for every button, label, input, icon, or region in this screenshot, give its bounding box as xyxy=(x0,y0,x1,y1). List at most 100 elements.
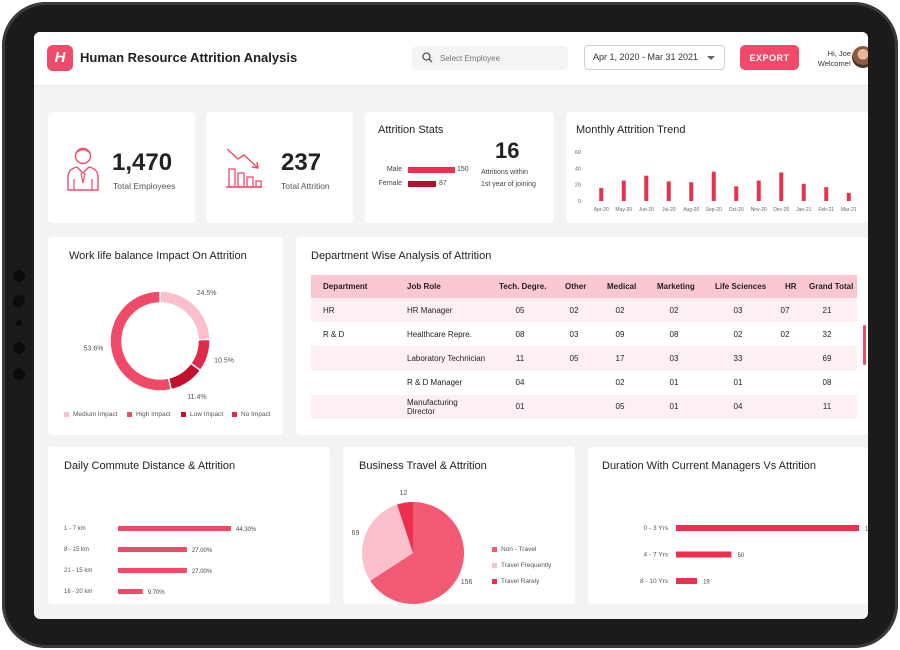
bar-category-label: 0 - 3 Yrs xyxy=(644,525,669,532)
table-cell: 21 xyxy=(797,298,857,323)
table-cell: 05 xyxy=(595,394,645,419)
date-range-value: Apr 1, 2020 - Mar 31 2021 xyxy=(593,52,699,62)
legend-non-travel: Non - Travel xyxy=(492,546,536,553)
total-attrition-value: 237 xyxy=(281,149,322,176)
search-icon xyxy=(422,52,433,63)
work-life-donut-chart: 24.5% 10.5% 11.4% 53.6% xyxy=(83,290,234,401)
commute-bar xyxy=(118,568,187,573)
trend-bar xyxy=(824,187,829,201)
trend-bar xyxy=(711,171,716,201)
table-cell: 69 xyxy=(797,346,857,371)
col-other[interactable]: Other xyxy=(553,275,595,298)
female-value: 87 xyxy=(439,180,447,187)
table-row[interactable]: R & D Healthcare Repre. 08 03 09 08 02 02 32 xyxy=(311,322,857,346)
table-row[interactable]: HR HR Manager 05 02 02 02 03 07 21 xyxy=(311,298,857,323)
total-attrition-card: 237 Total Attrition xyxy=(206,112,353,223)
commute-bar-chart: 1 - 7 km 44.30% 8 - 15 km 27.00% 21 - 15 km 2… xyxy=(64,526,257,596)
legend-travel-rarely: Travel Rarely xyxy=(492,578,539,585)
bar-category-label: 8 - 10 Yrs xyxy=(640,578,669,585)
hardware-button xyxy=(13,295,25,307)
monthly-trend-title: Monthly Attrition Trend xyxy=(576,124,686,136)
commute-bar xyxy=(118,589,143,594)
export-button[interactable]: EXPORT xyxy=(740,45,799,70)
col-life-sciences[interactable]: Life Sciences xyxy=(703,275,773,298)
employee-search[interactable] xyxy=(412,46,568,70)
app-logo: H xyxy=(47,45,73,71)
table-scrollbar[interactable] xyxy=(863,325,866,365)
managers-bar xyxy=(676,525,859,531)
col-medical[interactable]: Medical xyxy=(595,275,645,298)
bar-category-label: 8 - 15 km xyxy=(64,547,89,553)
donut-slice xyxy=(167,362,202,391)
greeting-welcome: Welcome! xyxy=(817,59,851,68)
table-cell: 11 xyxy=(797,394,857,419)
legend-travel-frequently: Travel Frequently xyxy=(492,562,551,569)
col-tech-degree[interactable]: Tech. Degre. xyxy=(487,275,553,298)
table-cell: 04 xyxy=(703,394,773,419)
x-tick-label: Apr-20 xyxy=(594,207,609,213)
x-tick-label: Jan-21 xyxy=(796,207,812,213)
male-label: Male xyxy=(386,166,402,173)
commute-bar xyxy=(118,526,231,531)
table-cell: 33 xyxy=(703,346,773,371)
monthly-trend-chart: 0 20 40 60 Apr-20 May-20 Jun-20 Jul-20 Aug-20 Sep… xyxy=(575,150,857,213)
col-job-role[interactable]: Job Role xyxy=(395,275,487,298)
table-cell: 02 xyxy=(645,298,703,323)
x-tick-label: Dec-20 xyxy=(773,207,789,213)
user-greeting: Hi, Joe Welcome! xyxy=(806,49,851,69)
hardware-button xyxy=(13,270,25,282)
managers-card: Duration With Current Managers Vs Attrit… xyxy=(588,447,868,604)
table-cell: 05 xyxy=(487,298,553,323)
app-title: Human Resource Attrition Analysis xyxy=(80,50,298,65)
legend-low-impact: Low Impact xyxy=(181,411,223,418)
search-input[interactable] xyxy=(440,50,560,66)
monthly-trend-card: Monthly Attrition Trend 0 20 40 60 Apr-20 May… xyxy=(566,112,868,223)
trend-bar xyxy=(779,172,784,201)
date-range-select[interactable]: Apr 1, 2020 - Mar 31 2021 xyxy=(584,45,725,70)
donut-value-label: 10.5% xyxy=(214,358,234,365)
table-row[interactable]: Manufacturing Director 01 05 01 04 11 xyxy=(311,394,857,419)
table-cell xyxy=(773,394,797,419)
legend-medium-impact: Medium Impact xyxy=(64,411,117,418)
col-hr[interactable]: HR xyxy=(773,275,797,298)
table-row[interactable]: R & D Manager 04 02 01 01 08 xyxy=(311,371,857,395)
pie-slice xyxy=(397,502,413,553)
table-cell: 03 xyxy=(703,298,773,323)
table-cell: Healthcare Repre. xyxy=(407,329,472,339)
table-cell: R & D Manager xyxy=(407,378,463,388)
legend-no-impact: No Impact xyxy=(232,411,271,418)
table-cell: 01 xyxy=(733,378,743,388)
table-cell: 01 xyxy=(487,394,553,419)
col-department[interactable]: Department xyxy=(311,275,395,298)
first-year-attrition-value: 16 xyxy=(495,138,520,163)
trend-bar xyxy=(644,175,649,201)
pie-value-label: 69 xyxy=(352,530,360,537)
managers-bar xyxy=(676,578,698,584)
donut-value-label: 11.4% xyxy=(187,394,206,401)
greeting-name: Hi, Joe xyxy=(827,49,851,58)
declining-chart-icon xyxy=(226,148,262,188)
table-cell: 08 xyxy=(515,329,525,339)
table-cell: HR Manager xyxy=(395,298,487,323)
col-marketing[interactable]: Marketing xyxy=(645,275,703,298)
pie-slice xyxy=(362,504,413,581)
x-tick-label: Aug-20 xyxy=(683,207,699,213)
bar-category-label: 4 - 7 Yrs xyxy=(644,552,669,559)
pie-value-label: 156 xyxy=(461,579,473,586)
attrition-stats-title: Attrition Stats xyxy=(378,124,444,136)
trend-bar xyxy=(734,186,739,201)
avatar[interactable] xyxy=(852,46,868,68)
camera xyxy=(16,320,22,326)
travel-pie-chart: 156 69 12 xyxy=(352,490,473,604)
first-year-label-line1: Attritions within xyxy=(481,169,529,176)
bar-value-label: 44.30% xyxy=(236,527,257,533)
table-cell: Manufacturing Director xyxy=(395,394,487,419)
col-grand-total[interactable]: Grand Total xyxy=(797,275,857,298)
bar-category-label: 1 - 7 km xyxy=(64,526,86,532)
donut-slice xyxy=(159,290,211,341)
attrition-stats-card: Attrition Stats Male 150 Female 87 16 At… xyxy=(365,112,554,223)
department-table: Department Job Role Tech. Degre. Other M… xyxy=(311,275,857,419)
trend-bar xyxy=(599,187,604,201)
table-cell: 02 xyxy=(615,378,625,388)
table-row[interactable]: Laboratory Technician 11 05 17 03 33 69 xyxy=(311,346,857,371)
